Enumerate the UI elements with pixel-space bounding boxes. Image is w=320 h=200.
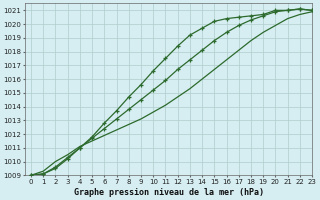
- X-axis label: Graphe pression niveau de la mer (hPa): Graphe pression niveau de la mer (hPa): [74, 188, 263, 197]
